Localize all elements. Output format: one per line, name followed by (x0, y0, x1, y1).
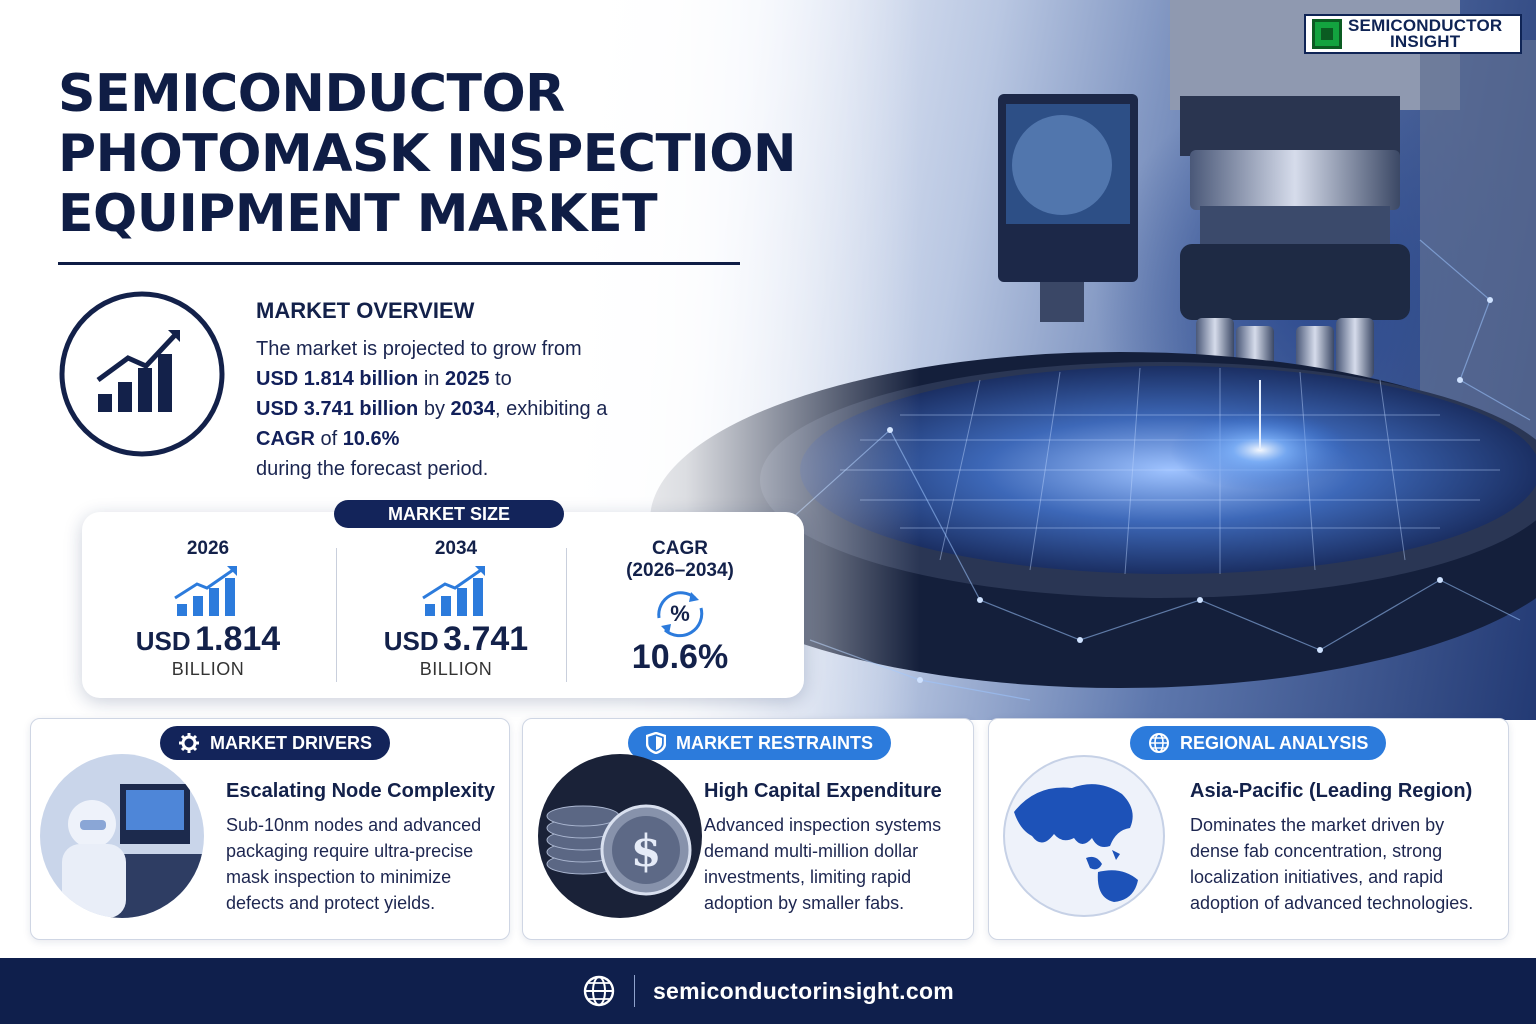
percent-cycle-icon: % (657, 591, 704, 638)
globe-icon (583, 975, 615, 1007)
title-divider (58, 262, 740, 265)
brand-line-2: INSIGHT (1390, 32, 1461, 51)
regional-label-pill: REGIONAL ANALYSIS (1130, 726, 1387, 760)
currency: USD (383, 626, 439, 656)
year-2034: 2034 (450, 398, 496, 420)
cagr-amount: 10.6% (631, 638, 729, 676)
shield-icon (646, 732, 666, 754)
bar-growth-icon (174, 566, 237, 616)
overview-heading: MARKET OVERVIEW (256, 298, 475, 323)
coins-image: $ (538, 754, 702, 918)
year-2025: 2025 (444, 368, 490, 390)
market-size-cagr: CAGR (2026–2034) % 10.6% (590, 538, 770, 677)
amount: 3.741 (443, 620, 529, 658)
cagr-value: 10.6% (342, 428, 400, 450)
overview-line-5: during the forecast period. (256, 458, 489, 480)
svg-text:%: % (670, 601, 690, 626)
restraints-label-pill: MARKET RESTRAINTS (628, 726, 891, 760)
bar-growth-icon (422, 566, 485, 616)
restraints-label: MARKET RESTRAINTS (676, 732, 873, 753)
gear-icon (179, 733, 199, 753)
brand-name: SEMICONDUCTOR INSIGHT (1348, 16, 1503, 51)
value-2034: USD 3.741 billion (256, 398, 419, 420)
title-line-3: EQUIPMENT MARKET (58, 184, 658, 244)
drivers-heading: Escalating Node Complexity (226, 780, 495, 802)
market-size-2034: 2034 USD 3.741 BILLION (364, 538, 548, 680)
drivers-line: defects and protect yields. (226, 893, 436, 913)
market-size-2026: 2026 USD 1.814 BILLION (118, 538, 298, 680)
cagr-value: 10.6% (590, 638, 770, 677)
connector-exhibiting: , exhibiting a (495, 398, 608, 420)
cagr-range: (2026–2034) (626, 560, 734, 581)
regional-line: dense fab concentration, strong (1190, 841, 1443, 861)
regional-line: adoption of advanced technologies. (1190, 893, 1474, 913)
year-label: 2034 (434, 538, 478, 559)
website-link[interactable]: semiconductorinsight.com (652, 977, 955, 1004)
cagr-label: CAGR (652, 538, 708, 559)
market-size-label: MARKET SIZE (334, 500, 564, 528)
regional-label: REGIONAL ANALYSIS (1180, 732, 1369, 753)
drivers-label: MARKET DRIVERS (210, 732, 373, 753)
chip-icon (1312, 19, 1342, 49)
unit: BILLION (419, 659, 493, 679)
drivers-line: mask inspection to minimize (226, 867, 452, 887)
page-title: SEMICONDUCTOR PHOTOMASK INSPECTION EQUIP… (58, 64, 797, 244)
amount: 1.814 (195, 620, 281, 658)
footer-separator (633, 975, 635, 1007)
overview-line-3: USD 3.741 billion by 2034, exhibiting a (256, 394, 676, 424)
column-divider (336, 548, 337, 682)
value-2025: USD 1.814 billion (256, 368, 419, 390)
drivers-label-pill: MARKET DRIVERS (160, 726, 391, 760)
globe-icon (1149, 733, 1169, 753)
regional-line: localization initiatives, and rapid (1190, 867, 1444, 887)
cleanroom-worker-image (40, 754, 204, 918)
column-divider (566, 548, 567, 682)
restraints-line: adoption by smaller fabs. (704, 893, 905, 913)
cagr-label: CAGR (256, 428, 315, 450)
currency: USD (135, 626, 191, 656)
restraints-line: investments, limiting rapid (704, 867, 912, 887)
drivers-line: packaging require ultra-precise (226, 841, 474, 861)
regional-text: Dominates the market driven by dense fab… (1190, 812, 1473, 916)
overview-line-4: CAGR of 10.6% (256, 424, 676, 454)
restraints-heading: High Capital Expenditure (704, 780, 942, 802)
brand-line-1: SEMICONDUCTOR (1348, 16, 1503, 35)
regional-line: Dominates the market driven by (1190, 815, 1445, 835)
restraints-text: Advanced inspection systems demand multi… (704, 812, 941, 916)
market-size-value: USD 1.814 (118, 620, 298, 659)
year-label: 2026 (186, 538, 230, 559)
connector-by: by (418, 398, 451, 420)
drivers-line: Sub-10nm nodes and advanced (226, 815, 482, 835)
title-line-2: PHOTOMASK INSPECTION (58, 124, 797, 184)
overview-text: The market is projected to grow from USD… (256, 334, 676, 484)
growth-chart-icon (59, 291, 225, 457)
connector-in: in (418, 368, 445, 390)
restraints-line: demand multi-million dollar (704, 841, 919, 861)
drivers-text: Sub-10nm nodes and advanced packaging re… (226, 812, 481, 916)
footer-bar: semiconductorinsight.com (0, 958, 1536, 1024)
connector-to: to (489, 368, 512, 390)
overview-line-2: USD 1.814 billion in 2025 to (256, 364, 676, 394)
overview-line-1: The market is projected to grow from (256, 338, 582, 360)
market-size-value: USD 3.741 (364, 620, 548, 659)
svg-text:$: $ (631, 826, 662, 877)
title-line-1: SEMICONDUCTOR (58, 64, 565, 124)
asia-pacific-globe-image (1002, 754, 1166, 918)
connector-of: of (314, 428, 343, 450)
restraints-line: Advanced inspection systems (704, 815, 942, 835)
regional-heading: Asia-Pacific (Leading Region) (1190, 780, 1473, 802)
brand-logo[interactable]: SEMICONDUCTOR INSIGHT (1304, 14, 1522, 54)
unit: BILLION (171, 659, 245, 679)
